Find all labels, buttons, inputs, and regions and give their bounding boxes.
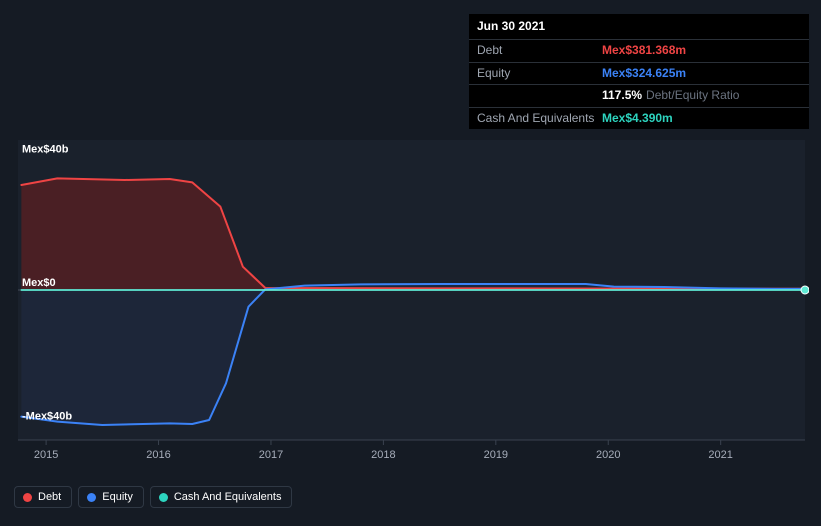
svg-text:-Mex$40b: -Mex$40b: [22, 410, 72, 422]
svg-text:2019: 2019: [484, 449, 508, 461]
svg-text:2016: 2016: [146, 449, 170, 461]
tooltip-label: Debt: [477, 42, 602, 59]
chart-legend: Debt Equity Cash And Equivalents: [14, 486, 292, 508]
tooltip-date: Jun 30 2021: [469, 14, 809, 40]
legend-item-cash[interactable]: Cash And Equivalents: [150, 486, 293, 508]
chart-container: Jun 30 2021 Debt Mex$381.368m Equity Mex…: [0, 0, 821, 526]
tooltip-label: [477, 87, 602, 104]
ratio-suffix: Debt/Equity Ratio: [646, 88, 739, 102]
legend-item-equity[interactable]: Equity: [78, 486, 144, 508]
legend-swatch: [159, 493, 168, 502]
tooltip-row-ratio: 117.5% Debt/Equity Ratio: [469, 85, 809, 107]
tooltip-value: Mex$381.368m: [602, 42, 686, 59]
svg-text:2021: 2021: [708, 449, 732, 461]
tooltip-row-equity: Equity Mex$324.625m: [469, 63, 809, 85]
chart-tooltip: Jun 30 2021 Debt Mex$381.368m Equity Mex…: [469, 14, 809, 129]
legend-swatch: [23, 493, 32, 502]
chart-area[interactable]: Mex$40b Mex$0 -Mex$40b 2015 2016 2017 2018 2019…: [14, 120, 809, 475]
legend-label: Cash And Equivalents: [174, 491, 282, 503]
tooltip-row-debt: Debt Mex$381.368m: [469, 40, 809, 62]
svg-text:2017: 2017: [259, 449, 283, 461]
tooltip-label: Equity: [477, 65, 602, 82]
legend-item-debt[interactable]: Debt: [14, 486, 72, 508]
svg-text:2018: 2018: [371, 449, 395, 461]
tooltip-value: 117.5% Debt/Equity Ratio: [602, 87, 739, 104]
svg-text:Mex$40b: Mex$40b: [22, 144, 69, 156]
svg-text:2020: 2020: [596, 449, 620, 461]
legend-label: Debt: [38, 491, 61, 503]
legend-label: Equity: [102, 491, 133, 503]
svg-text:2015: 2015: [34, 449, 58, 461]
tooltip-value: Mex$324.625m: [602, 65, 686, 82]
ratio-value: 117.5%: [602, 88, 642, 102]
svg-text:Mex$0: Mex$0: [22, 277, 56, 289]
legend-swatch: [87, 493, 96, 502]
chart-svg: Mex$40b Mex$0 -Mex$40b 2015 2016 2017 2018 2019…: [14, 120, 809, 475]
